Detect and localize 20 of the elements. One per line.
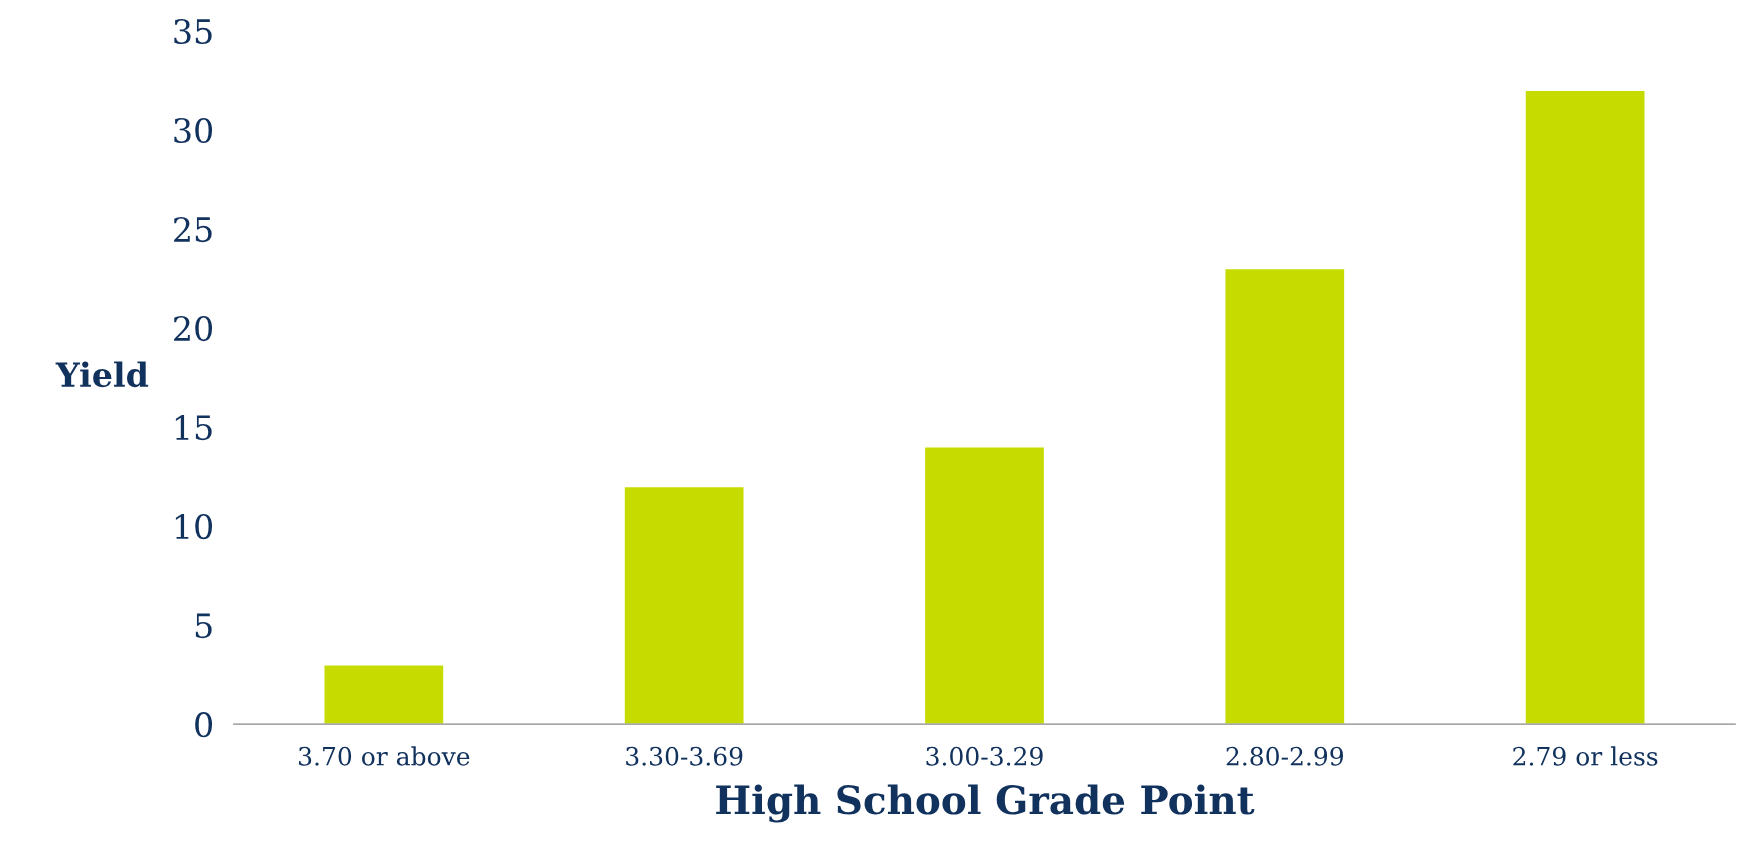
y-tick-label: 0	[195, 712, 213, 738]
bar	[323, 664, 445, 725]
x-tick-label: 2.80-2.99	[1226, 746, 1344, 766]
y-tick-label: 20	[174, 315, 213, 342]
y-axis-title: Yield	[55, 361, 149, 388]
y-tick-label: 15	[175, 414, 212, 441]
bar	[623, 485, 745, 725]
y-tick-label: 10	[175, 514, 213, 540]
x-tick-label: 3.00-3.29	[926, 746, 1043, 766]
x-tick-label: 3.70 or above	[299, 746, 470, 766]
bar	[1524, 89, 1646, 725]
x-tick-label: 2.79 or less	[1513, 746, 1658, 766]
x-axis-title: High School Grade Point	[716, 784, 1255, 823]
x-tick-label: 3.30-3.69	[626, 746, 743, 766]
y-tick-label: 5	[195, 613, 212, 639]
y-tick-label: 35	[174, 18, 212, 45]
y-tick-label: 30	[174, 117, 213, 144]
bar	[1224, 267, 1346, 725]
bar	[923, 446, 1046, 725]
y-tick-label: 25	[174, 216, 212, 243]
